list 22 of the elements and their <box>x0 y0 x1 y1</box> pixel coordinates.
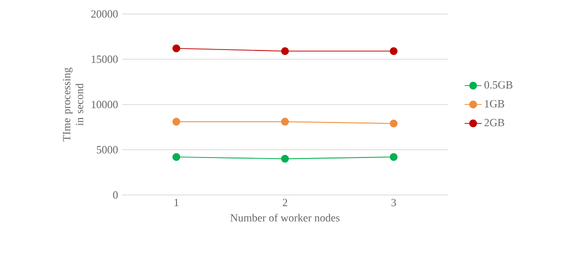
point <box>172 153 180 161</box>
y-tick-label: 10000 <box>92 100 118 108</box>
y-tick-label: 5000 <box>96 146 118 154</box>
legend-label: 2GB <box>484 118 504 126</box>
point <box>172 118 180 126</box>
x-tick-label: 3 <box>391 198 396 206</box>
y-tick-label: 0 <box>113 191 118 199</box>
point <box>281 47 289 55</box>
x-axis-title: Number of worker nodes <box>230 214 340 222</box>
x-tick-label: 2 <box>282 198 288 206</box>
y-tick-label: 20000 <box>91 10 118 18</box>
point <box>390 47 398 55</box>
y-tick-label: 15000 <box>92 56 118 63</box>
point <box>390 153 398 161</box>
legend-label: 0.5GB <box>484 81 512 89</box>
point <box>281 154 289 163</box>
legend-label: 1GB <box>484 100 504 108</box>
point <box>390 120 398 128</box>
point <box>172 44 180 52</box>
y-axis-title: TIme processing in second <box>62 68 84 142</box>
point <box>281 118 289 126</box>
x-tick-label: 1 <box>174 198 178 206</box>
